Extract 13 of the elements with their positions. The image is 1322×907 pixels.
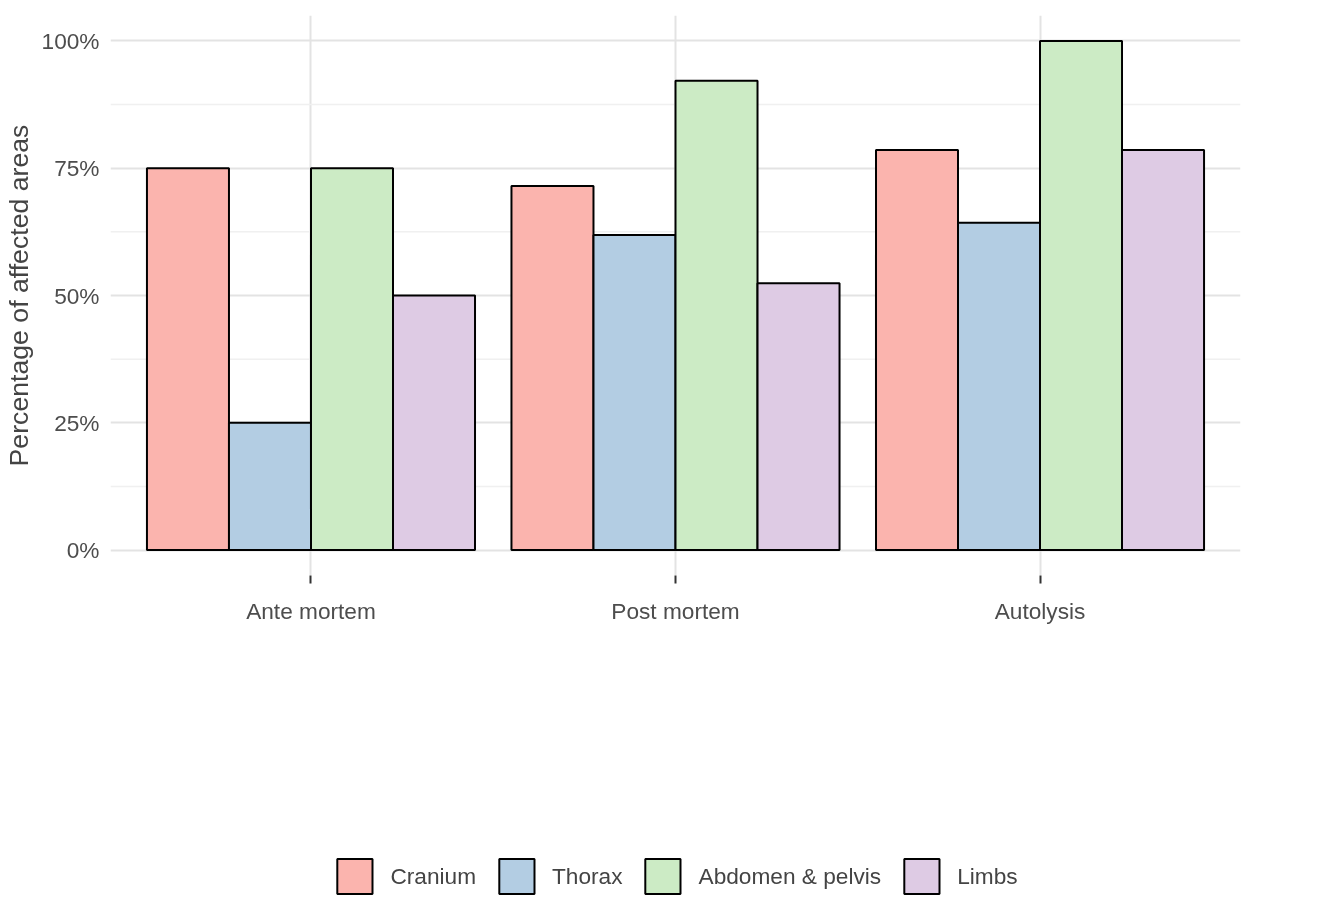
y-tick-label: 0% [66, 537, 100, 564]
y-axis-title: Percentage of affected areas [3, 124, 34, 467]
legend-label: Cranium [390, 861, 477, 891]
y-tick-label: 25% [54, 409, 100, 436]
legend-label: Limbs [957, 861, 1018, 891]
legend-label: Abdomen & pelvis [698, 861, 882, 891]
x-tick-label: Post mortem [611, 597, 740, 624]
x-tick-label: Ante mortem [246, 597, 376, 624]
y-tick-label: 50% [54, 282, 100, 309]
y-tick-label: 75% [54, 155, 100, 182]
legend-label: Thorax [552, 861, 623, 891]
x-tick-label: Autolysis [994, 597, 1086, 624]
y-tick-label: 100% [41, 27, 100, 54]
